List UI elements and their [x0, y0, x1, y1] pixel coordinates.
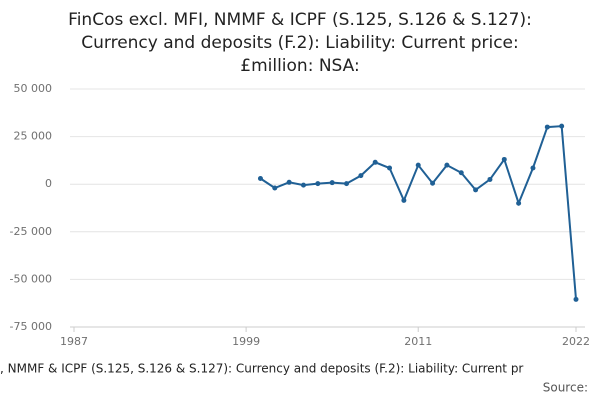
point	[444, 162, 450, 168]
point	[458, 170, 464, 176]
point	[415, 162, 421, 168]
y-tick-label: 0	[45, 177, 52, 190]
point	[286, 179, 292, 185]
point	[257, 175, 263, 181]
y-tick-label: 50 000	[14, 82, 53, 95]
x-tick-label: 1987	[60, 335, 88, 348]
point	[573, 296, 579, 302]
chart-title: Currency and deposits (F.2): Liability: …	[81, 33, 518, 53]
point	[272, 185, 278, 191]
y-tick-label: 25 000	[14, 130, 53, 143]
point	[329, 180, 335, 186]
source: Source:	[543, 381, 588, 395]
chart-title: FinCos excl. MFI, NMMF & ICPF (S.125, S.…	[68, 10, 532, 30]
point	[401, 197, 407, 203]
point	[530, 165, 536, 171]
x-tick-label: 1999	[232, 335, 260, 348]
y-tick-label: -75 000	[10, 320, 52, 333]
point	[501, 156, 507, 162]
legend-label: , NMMF & ICPF (S.125, S.126 & S.127): Cu…	[0, 362, 523, 376]
point	[487, 176, 493, 182]
x-tick-label: 2011	[404, 335, 432, 348]
point	[387, 165, 393, 171]
point	[300, 182, 306, 188]
x-tick-label: 2022	[562, 335, 590, 348]
point	[516, 200, 522, 206]
point	[358, 173, 364, 179]
point	[372, 159, 378, 165]
y-tick-label: -50 000	[10, 272, 52, 285]
point	[473, 187, 479, 193]
point	[344, 181, 350, 187]
point	[544, 124, 550, 130]
point	[430, 180, 436, 186]
chart-title: £million: NSA:	[240, 56, 359, 76]
y-tick-label: -25 000	[10, 225, 52, 238]
line	[259, 125, 577, 300]
point	[559, 123, 565, 129]
point	[315, 181, 321, 187]
